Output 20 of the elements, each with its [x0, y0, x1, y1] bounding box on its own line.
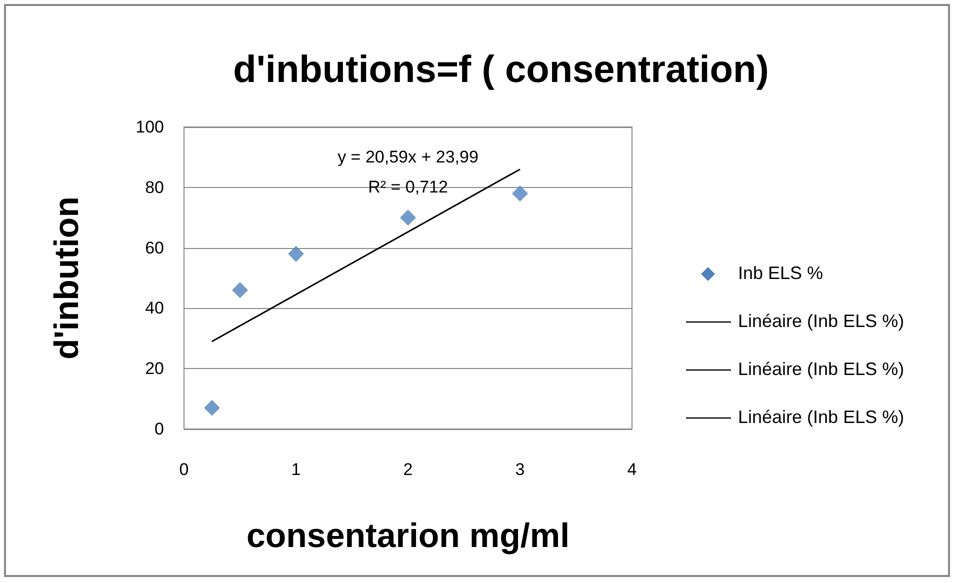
y-tick-label: 80	[145, 178, 164, 197]
chart-title: d'inbutions=f ( consentration)	[233, 49, 769, 91]
x-tick-label: 4	[627, 460, 637, 479]
y-tick-label: 20	[145, 359, 164, 378]
y-tick-label: 60	[145, 238, 164, 258]
x-tick-label: 1	[291, 460, 301, 479]
y-tick-label: 0	[154, 420, 164, 438]
x-tick-label: 0	[179, 460, 189, 479]
legend-label: Linéaire (Inb ELS %)	[738, 359, 904, 379]
x-tick-label: 2	[403, 460, 413, 479]
legend-label: Linéaire (Inb ELS %)	[738, 311, 904, 331]
y-axis-title: d'inbution	[48, 196, 86, 360]
annotation: y = 20,59x + 23,99	[338, 148, 478, 166]
x-axis-title: consentarion mg/ml	[246, 517, 570, 555]
legend-label: Inb ELS %	[738, 263, 824, 283]
y-tick-label: 40	[145, 298, 164, 318]
y-tick-label: 100	[136, 118, 164, 136]
legend-label: Linéaire (Inb ELS %)	[738, 407, 904, 427]
x-tick-label: 3	[515, 460, 525, 479]
annotation: R² = 0,712	[368, 178, 448, 196]
